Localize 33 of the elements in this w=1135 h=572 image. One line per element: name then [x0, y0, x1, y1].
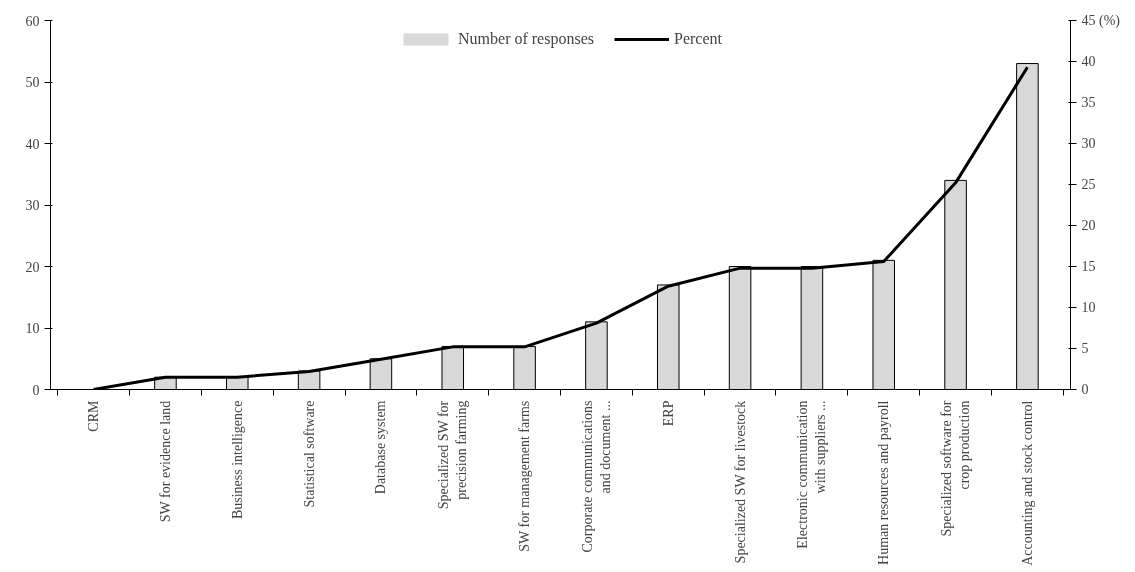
x-tick-label: Human resources and payroll [876, 400, 892, 565]
legend-label: Number of responses [458, 30, 594, 48]
x-tick-label: Specialized SW for precision farming [436, 400, 470, 510]
y2-tick-label: 15 [1081, 259, 1096, 274]
legend-label: Percent [673, 30, 722, 48]
y2-tick-label: 10 [1081, 300, 1096, 315]
y-tick-label: 60 [25, 13, 40, 29]
y2-tick-label: 0 [1081, 382, 1089, 397]
x-tick-label: Electronic communication with suppliers ... [795, 400, 829, 549]
y-tick-label: 20 [25, 259, 40, 275]
y-tick-label: 40 [25, 136, 40, 152]
x-tick-label: Specialized software for crop production [939, 400, 973, 537]
y2-tick-label: 20 [1081, 218, 1096, 233]
y2-tick-label: 40 [1081, 54, 1096, 69]
x-tick-label: Corporate communications and document ... [579, 400, 613, 553]
x-tick-label: Specialized SW for livestock [732, 400, 748, 564]
x-tick-label: ERP [660, 400, 676, 427]
x-tick-label: Statistical software [301, 400, 317, 508]
x-tick-label: Database system [373, 400, 389, 495]
y-tick-label: 30 [25, 198, 40, 213]
y2-tick-label: 5 [1081, 341, 1089, 356]
y-tick-label: 50 [25, 75, 40, 90]
y2-tick-label: 30 [1081, 136, 1096, 151]
y-tick-label: 10 [25, 321, 40, 336]
y2-tick-label: 25 [1081, 177, 1096, 192]
x-tick-label: Accounting and stock control [1019, 400, 1035, 566]
y2-tick-label: 35 [1081, 95, 1096, 110]
x-tick-label: SW for evidence land [157, 400, 173, 523]
y-tick-label: 0 [32, 382, 40, 398]
x-tick-label: SW for management farms [517, 400, 533, 552]
x-tick-label: Business intelligence [229, 400, 245, 520]
x-tick-label: CRM [86, 399, 102, 432]
y2-tick-label: 45 (%) [1081, 13, 1121, 29]
